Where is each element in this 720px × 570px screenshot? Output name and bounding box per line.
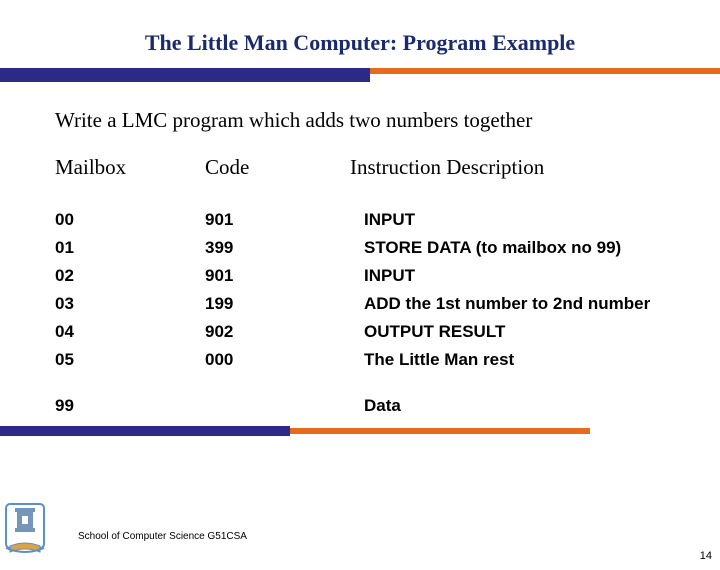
cell-mailbox: 99: [55, 396, 205, 416]
cell-desc: INPUT: [350, 262, 720, 290]
table-header-row: Mailbox Code Instruction Description: [55, 155, 720, 180]
cell-code: 399: [205, 234, 350, 262]
divider-bottom-purple: [0, 426, 290, 436]
cell-desc: Data: [350, 396, 720, 416]
intro-text: Write a LMC program which adds two numbe…: [55, 108, 720, 133]
cell-desc: OUTPUT RESULT: [350, 318, 720, 346]
table-extra-row: 99 Data: [55, 396, 720, 416]
table-row: 05 000 The Little Man rest: [55, 346, 720, 374]
cell-code: 000: [205, 346, 350, 374]
cell-code: 902: [205, 318, 350, 346]
cell-mailbox: 02: [55, 262, 205, 290]
divider-top: [0, 68, 720, 82]
header-mailbox: Mailbox: [55, 155, 205, 180]
cell-mailbox: 00: [55, 206, 205, 234]
slide-title: The Little Man Computer: Program Example: [0, 30, 720, 56]
cell-desc: STORE DATA (to mailbox no 99): [350, 234, 720, 262]
cell-code: 901: [205, 262, 350, 290]
cell-mailbox: 05: [55, 346, 205, 374]
divider-bottom-orange: [290, 428, 590, 434]
cell-mailbox: 04: [55, 318, 205, 346]
page-number: 14: [700, 550, 712, 562]
divider-bottom: [0, 426, 720, 436]
cell-code: 199: [205, 290, 350, 318]
crest-icon: [4, 502, 46, 560]
table-row: 01 399 STORE DATA (to mailbox no 99): [55, 234, 720, 262]
slide: The Little Man Computer: Program Example…: [0, 30, 720, 570]
cell-mailbox: 01: [55, 234, 205, 262]
footer-text: School of Computer Science G51CSA: [78, 531, 247, 542]
cell-mailbox: 03: [55, 290, 205, 318]
divider-top-purple: [0, 68, 370, 82]
cell-desc: ADD the 1st number to 2nd number: [350, 290, 720, 318]
table-row: 02 901 INPUT: [55, 262, 720, 290]
table-row: 00 901 INPUT: [55, 206, 720, 234]
table-row: 03 199 ADD the 1st number to 2nd number: [55, 290, 720, 318]
cell-code: [205, 396, 350, 416]
cell-desc: INPUT: [350, 206, 720, 234]
cell-code: 901: [205, 206, 350, 234]
header-code: Code: [205, 155, 350, 180]
table-row: 04 902 OUTPUT RESULT: [55, 318, 720, 346]
cell-desc: The Little Man rest: [350, 346, 720, 374]
header-desc: Instruction Description: [350, 155, 720, 180]
program-table: Mailbox Code Instruction Description 00 …: [55, 155, 720, 416]
